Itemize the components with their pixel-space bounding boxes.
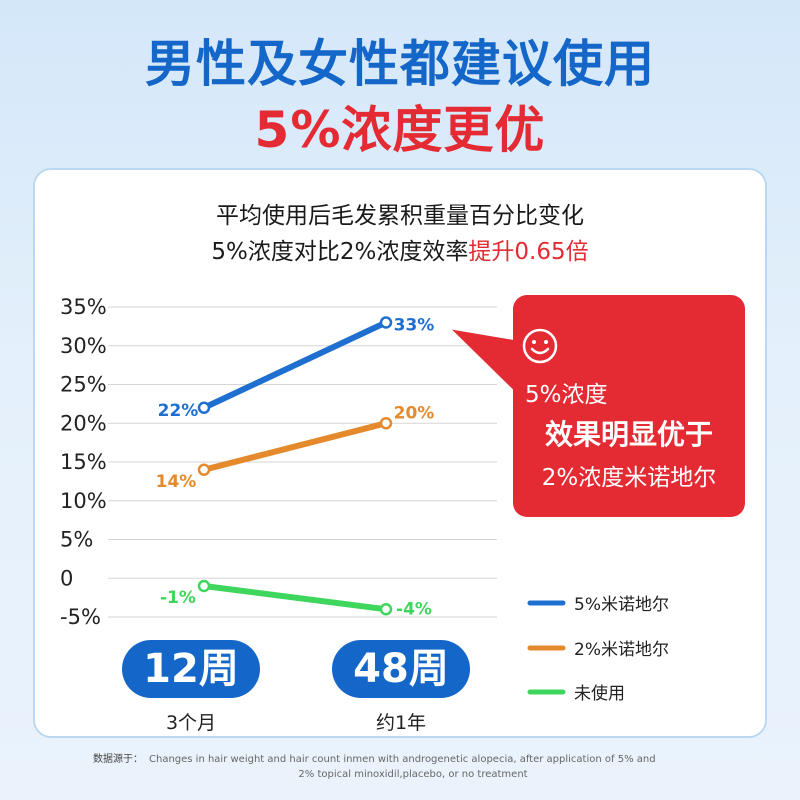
chart-subtitle-2: 5%浓度对比2%浓度效率提升0.65倍	[0, 232, 800, 266]
legend-label: 5%米诺地尔	[574, 595, 669, 615]
source-line-2: 2% topical minoxidil,placebo, or no trea…	[298, 769, 528, 780]
subtitle-prefix: 5%浓度对比2%浓度效率	[211, 239, 469, 265]
data-label: -4%	[396, 599, 432, 619]
series-line	[201, 420, 389, 473]
y-tick-label: 20%	[60, 411, 107, 435]
y-tick-label: 35%	[60, 295, 107, 319]
legend-label: 2%米诺地尔	[574, 640, 669, 660]
y-tick-label: 5%	[60, 528, 93, 552]
y-tick-label: -5%	[60, 605, 101, 629]
time-pill-48-weeks: 48周	[332, 640, 470, 698]
callout-line-3: 2%浓度米诺地尔	[541, 465, 717, 491]
y-tick-label: 10%	[60, 489, 107, 513]
data-point	[197, 463, 211, 476]
data-label: -1%	[160, 588, 196, 608]
series-line	[201, 319, 389, 411]
series-line	[201, 583, 389, 613]
callout-line-2: 效果明显优于	[544, 418, 713, 451]
callout-box: 5%浓度 效果明显优于 2%浓度米诺地尔	[513, 295, 745, 517]
time-sub-1-year: 约1年	[375, 712, 427, 734]
headline-line-1: 男性及女性都建议使用	[145, 35, 655, 93]
callout-line-1: 5%浓度	[525, 382, 608, 408]
time-pill-12-weeks: 12周	[122, 640, 260, 698]
data-label: 20%	[394, 403, 435, 423]
time-sub-3-months: 3个月	[165, 712, 217, 734]
source-note: 数据源于： Changes in hair weight and hair cou…	[93, 752, 733, 782]
data-point	[379, 603, 393, 616]
data-label: 33%	[394, 316, 435, 336]
data-point	[197, 579, 211, 593]
data-label: 22%	[158, 401, 199, 421]
smiley-icon	[522, 328, 558, 364]
source-label: 数据源于：	[93, 754, 143, 765]
subtitle-highlight: 提升0.65倍	[468, 239, 589, 265]
y-tick-label: 30%	[60, 334, 107, 358]
headline-line-2: 5%浓度更优	[254, 101, 546, 159]
data-point	[197, 401, 211, 414]
data-point	[379, 417, 393, 430]
legend-label: 未使用	[574, 683, 625, 704]
y-tick-label: 25%	[60, 373, 107, 397]
data-label: 14%	[156, 472, 197, 492]
source-line-1: Changes in hair weight and hair count in…	[149, 754, 656, 765]
y-tick-label: 0	[60, 566, 73, 590]
chart-subtitle-1: 平均使用后毛发累积重量百分比变化	[216, 203, 584, 229]
y-tick-label: 15%	[60, 450, 107, 474]
data-point	[379, 316, 393, 329]
